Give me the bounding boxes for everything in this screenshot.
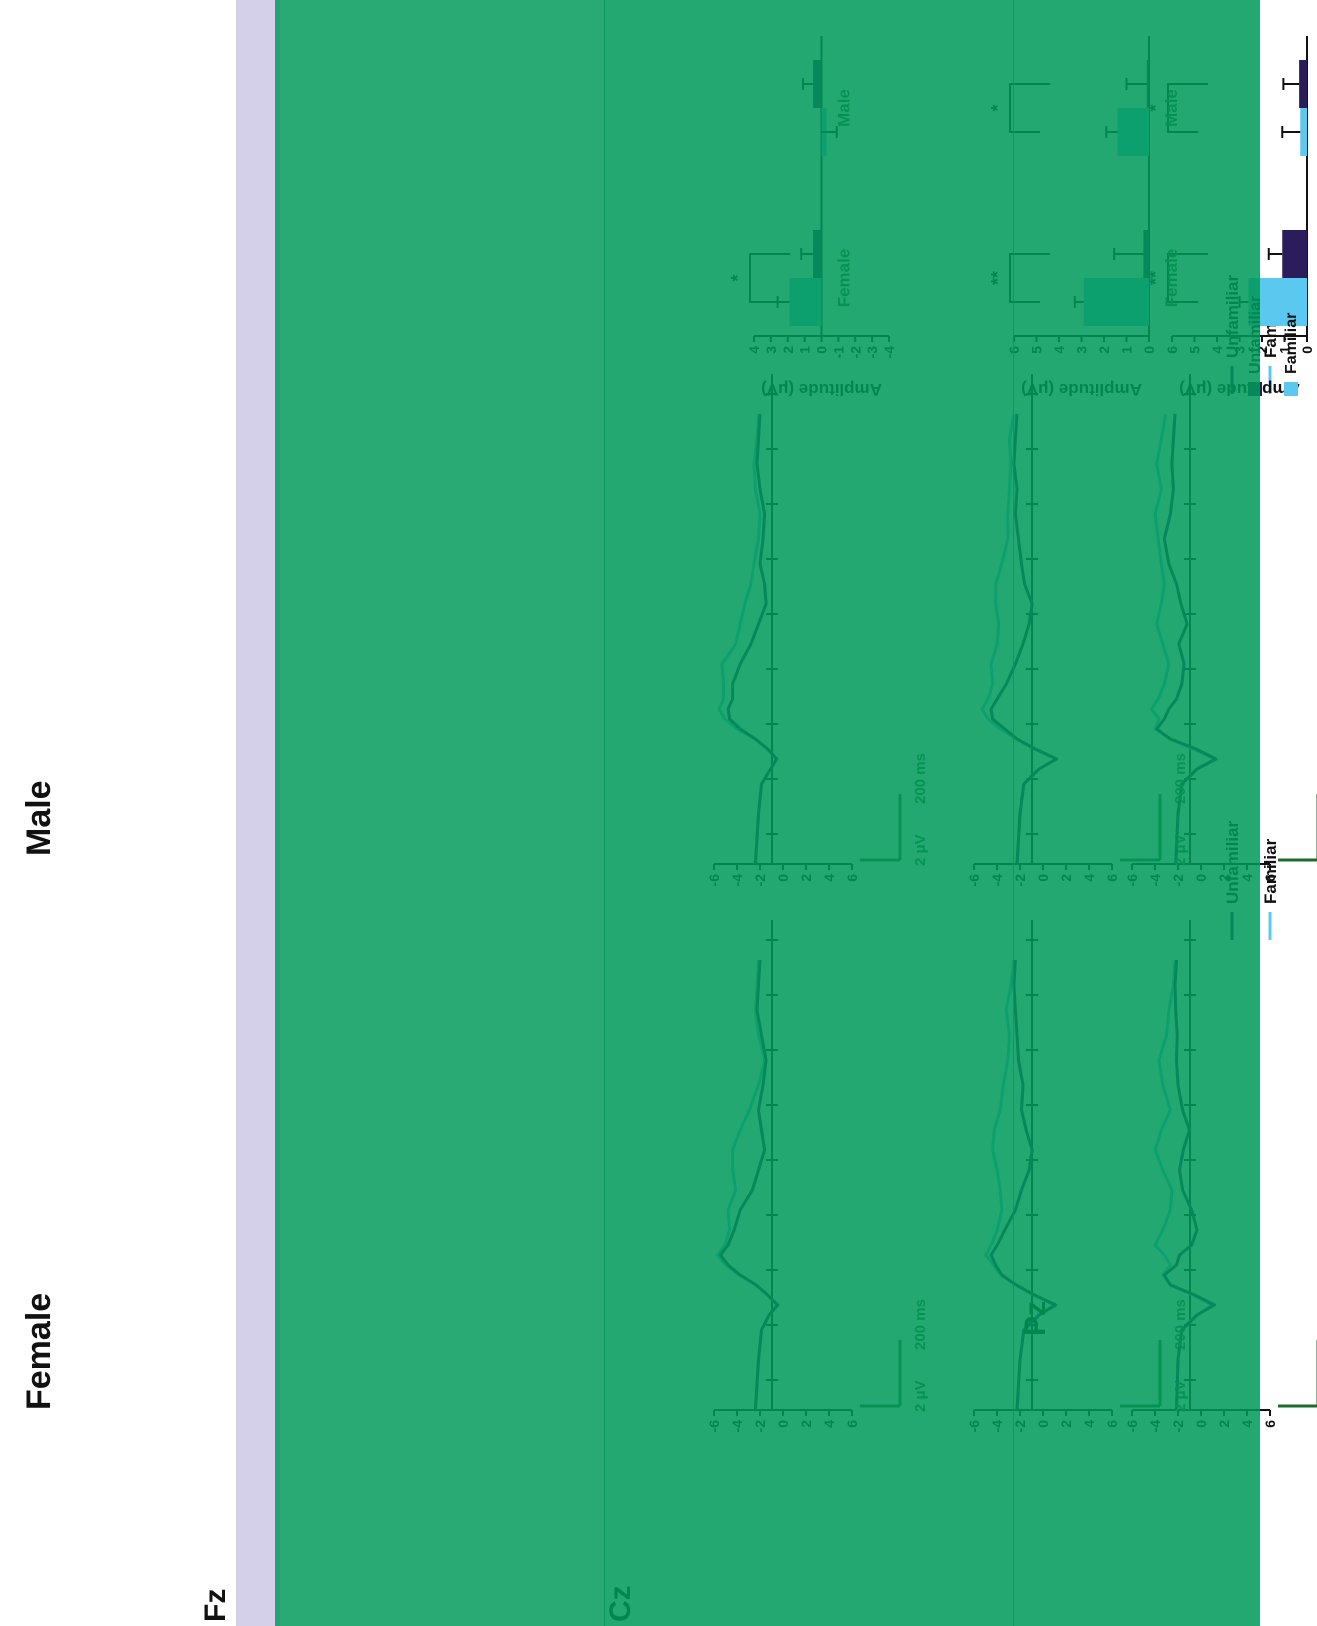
column-label-female: Female: [20, 1293, 58, 1410]
legend-bar-swatch: [1284, 382, 1298, 396]
bar-fz-male-familiar: [1300, 108, 1307, 156]
column-label-male: Male: [20, 780, 58, 856]
bar-fz-female-unfamiliar: [1282, 230, 1307, 278]
green-overlay-row-fz: [275, 0, 605, 1626]
green-overlay-row-cz: [604, 0, 1014, 1626]
erp-y-tick-label: 6: [1262, 874, 1278, 882]
bar-y-tick-label: 2: [1254, 346, 1270, 354]
row-label-fz: Fz: [199, 1589, 232, 1622]
bar-y-tick-label: 1: [1277, 346, 1293, 354]
bar-fz-male-unfamiliar: [1299, 60, 1307, 108]
legend-bar-label: Familiar: [1283, 313, 1300, 374]
erp-y-tick-label: 6: [1262, 1420, 1278, 1428]
bar-y-tick-label: 0: [1299, 346, 1315, 354]
green-overlay-row-pz: [1013, 0, 1260, 1626]
lavender-overlay-band: [236, 0, 280, 1626]
legend-line-label: Familiar: [1261, 838, 1280, 904]
bar-fz-female-familiar: [1248, 278, 1307, 326]
